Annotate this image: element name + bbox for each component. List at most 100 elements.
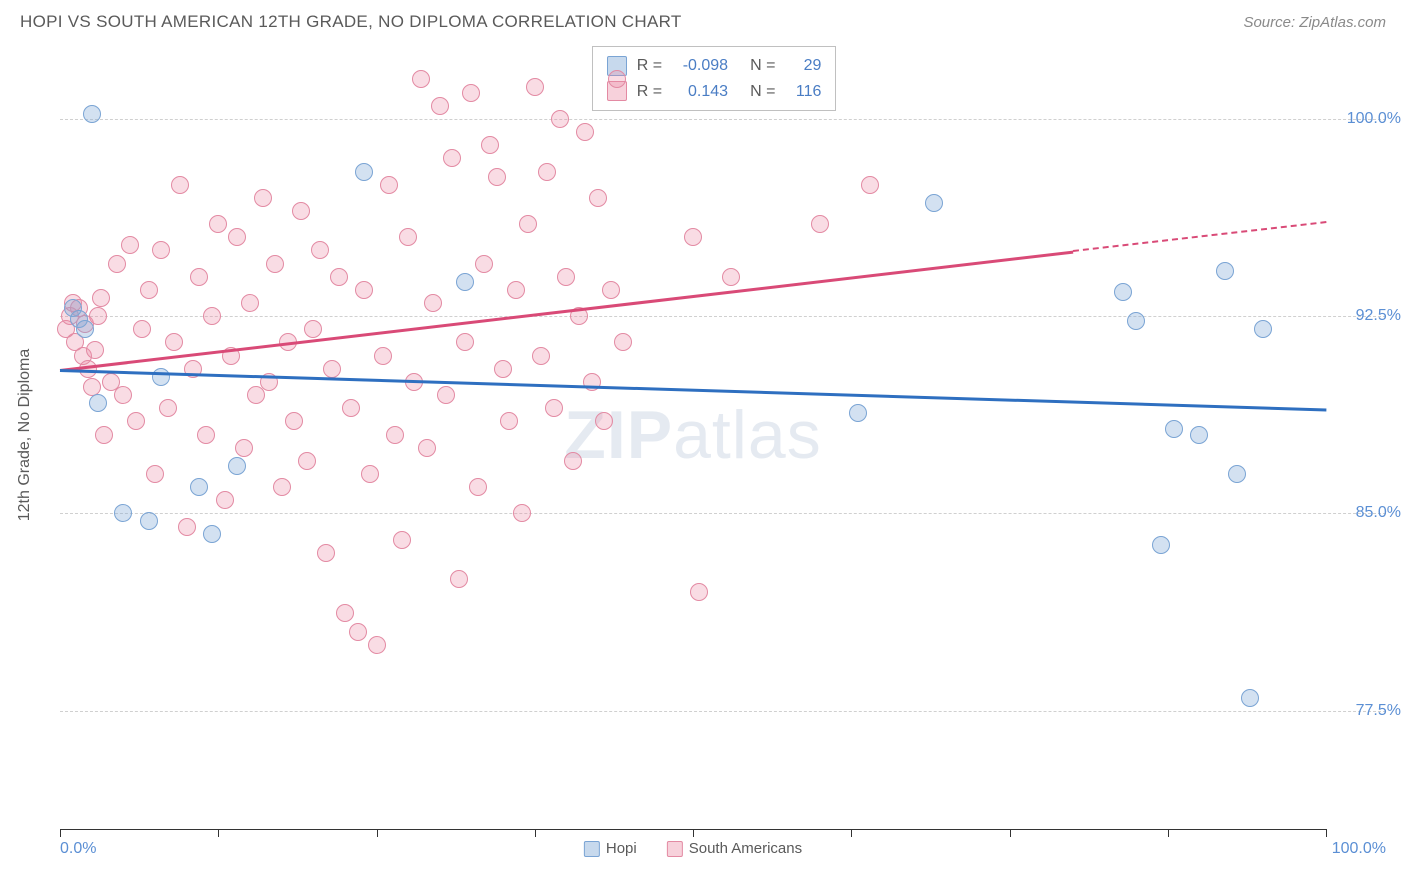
hopi-point xyxy=(1254,320,1272,338)
x-tick xyxy=(693,829,694,837)
south-americans-point xyxy=(494,360,512,378)
south-americans-regression-dash xyxy=(1073,221,1326,252)
south-americans-point xyxy=(538,163,556,181)
south-americans-point xyxy=(159,399,177,417)
x-tick xyxy=(60,829,61,837)
hopi-point xyxy=(190,478,208,496)
y-tick-label: 92.5% xyxy=(1356,307,1401,325)
hopi-point xyxy=(76,320,94,338)
south-americans-point xyxy=(95,426,113,444)
chart-title: HOPI VS SOUTH AMERICAN 12TH GRADE, NO DI… xyxy=(20,12,682,32)
correlation-row: R =0.143N =116 xyxy=(607,79,822,105)
n-value: 116 xyxy=(785,79,821,105)
n-value: 29 xyxy=(785,53,821,79)
south-americans-point xyxy=(330,268,348,286)
south-americans-point xyxy=(209,215,227,233)
x-tick xyxy=(535,829,536,837)
hopi-point xyxy=(152,368,170,386)
x-axis-min-label: 0.0% xyxy=(60,840,96,858)
x-tick xyxy=(218,829,219,837)
south-americans-point xyxy=(576,123,594,141)
chart-header: HOPI VS SOUTH AMERICAN 12TH GRADE, NO DI… xyxy=(0,0,1406,40)
south-americans-point xyxy=(443,149,461,167)
south-americans-point xyxy=(292,202,310,220)
south-americans-point xyxy=(551,110,569,128)
south-americans-point xyxy=(519,215,537,233)
south-americans-point xyxy=(127,412,145,430)
south-americans-point xyxy=(602,281,620,299)
x-axis-max-label: 100.0% xyxy=(1332,840,1386,858)
south-americans-point xyxy=(133,320,151,338)
south-americans-point xyxy=(418,439,436,457)
south-americans-point xyxy=(216,491,234,509)
south-americans-point xyxy=(469,478,487,496)
south-americans-point xyxy=(336,604,354,622)
y-tick-label: 77.5% xyxy=(1356,702,1401,720)
x-tick xyxy=(377,829,378,837)
series-legend: Hopi South Americans xyxy=(584,840,802,857)
south-americans-point xyxy=(317,544,335,562)
south-americans-point xyxy=(462,84,480,102)
south-americans-point xyxy=(241,294,259,312)
y-tick-label: 100.0% xyxy=(1347,110,1401,128)
south-americans-point xyxy=(374,347,392,365)
south-americans-point xyxy=(545,399,563,417)
south-americans-point xyxy=(235,439,253,457)
n-label: N = xyxy=(750,53,775,79)
south-americans-point xyxy=(171,176,189,194)
south-americans-point xyxy=(507,281,525,299)
south-americans-point xyxy=(165,333,183,351)
hopi-point xyxy=(89,394,107,412)
south-americans-point xyxy=(431,97,449,115)
south-americans-point xyxy=(298,452,316,470)
south-americans-point xyxy=(178,518,196,536)
south-americans-point xyxy=(355,281,373,299)
south-americans-point xyxy=(304,320,322,338)
x-tick xyxy=(1010,829,1011,837)
south-americans-point xyxy=(323,360,341,378)
gridline xyxy=(60,316,1386,317)
legend-item: South Americans xyxy=(667,840,802,857)
correlation-row: R =-0.098N =29 xyxy=(607,53,822,79)
south-americans-point xyxy=(108,255,126,273)
south-americans-point xyxy=(424,294,442,312)
x-tick xyxy=(1168,829,1169,837)
watermark: ZIPatlas xyxy=(564,396,821,474)
hopi-point xyxy=(925,194,943,212)
hopi-point xyxy=(1216,262,1234,280)
y-tick-label: 85.0% xyxy=(1356,504,1401,522)
south-americans-point xyxy=(475,255,493,273)
south-americans-point xyxy=(861,176,879,194)
hopi-point xyxy=(1165,420,1183,438)
south-americans-point xyxy=(140,281,158,299)
source-label: Source: ZipAtlas.com xyxy=(1243,14,1386,31)
south-americans-point xyxy=(614,333,632,351)
south-americans-point xyxy=(456,333,474,351)
south-americans-point xyxy=(311,241,329,259)
south-americans-point xyxy=(273,478,291,496)
hopi-point xyxy=(1127,312,1145,330)
x-tick xyxy=(1326,829,1327,837)
south-americans-point xyxy=(595,412,613,430)
n-label: N = xyxy=(750,79,775,105)
south-americans-point xyxy=(386,426,404,444)
south-americans-point xyxy=(399,228,417,246)
gridline xyxy=(60,711,1386,712)
south-americans-point xyxy=(152,241,170,259)
hopi-point xyxy=(849,404,867,422)
south-americans-point xyxy=(393,531,411,549)
hopi-point xyxy=(456,273,474,291)
gridline xyxy=(60,513,1386,514)
r-value: 0.143 xyxy=(672,79,728,105)
south-americans-point xyxy=(368,636,386,654)
scatter-chart: 12th Grade, No Diploma ZIPatlas R =-0.09… xyxy=(60,40,1326,830)
south-americans-point xyxy=(500,412,518,430)
legend-label: Hopi xyxy=(606,840,637,857)
x-tick xyxy=(851,829,852,837)
y-axis-label: 12th Grade, No Diploma xyxy=(16,348,34,521)
correlation-legend: R =-0.098N =29R =0.143N =116 xyxy=(592,46,837,111)
south-americans-point xyxy=(412,70,430,88)
legend-swatch xyxy=(667,841,683,857)
south-americans-point xyxy=(266,255,284,273)
south-americans-point xyxy=(86,341,104,359)
